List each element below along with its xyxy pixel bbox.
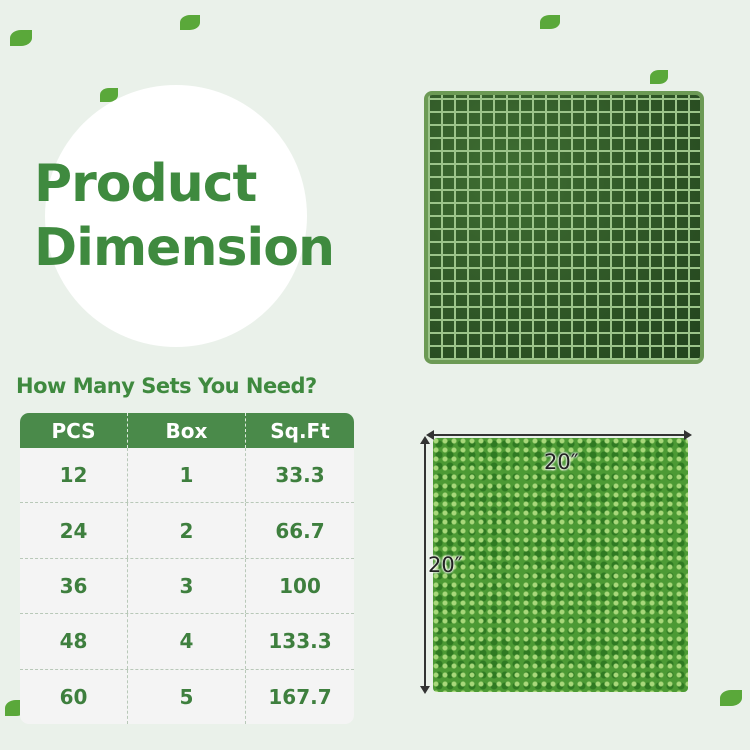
cell-box: 1 (128, 448, 246, 503)
sets-table: PCS Box Sq.Ft 12 1 33.3 24 2 66.7 36 3 1… (20, 413, 354, 724)
width-arrow (426, 430, 692, 440)
table-row: 24 2 66.7 (20, 503, 354, 559)
cell-pcs: 60 (20, 669, 128, 724)
cell-sqft: 100 (279, 573, 321, 598)
cell-sqft: 167.7 (268, 684, 332, 709)
cell-sqft: 133.3 (268, 629, 332, 654)
leaf-decoration (10, 30, 32, 46)
leaf-decoration (180, 15, 200, 30)
cell-box: 2 (128, 503, 246, 558)
cell-box: 4 (128, 614, 246, 669)
header-pcs: PCS (20, 413, 128, 448)
height-arrow (420, 436, 430, 694)
leaf-decoration (100, 88, 118, 102)
table-header: PCS Box Sq.Ft (20, 413, 354, 448)
title-backdrop-circle (45, 85, 307, 347)
page-title-line1: Product (34, 154, 257, 214)
header-sqft: Sq.Ft (270, 418, 330, 443)
width-label: 20″ (544, 450, 579, 474)
cell-pcs: 12 (20, 448, 128, 503)
leaf-decoration (650, 70, 668, 84)
table-row: 36 3 100 (20, 558, 354, 615)
cell-sqft: 66.7 (275, 518, 325, 543)
table-title: How Many Sets You Need? (16, 374, 317, 398)
cell-box: 3 (128, 558, 246, 614)
header-box: Box (128, 413, 246, 448)
cell-pcs: 36 (20, 558, 128, 614)
panel-front-hedge-image (433, 438, 688, 692)
leaf-decoration (540, 15, 560, 29)
height-label: 20″ (428, 553, 463, 577)
table-row: 48 4 133.3 (20, 614, 354, 670)
page-title-line2: Dimension (34, 218, 335, 278)
table-row: 12 1 33.3 (20, 448, 354, 504)
cell-pcs: 48 (20, 614, 128, 669)
leaf-decoration (720, 690, 742, 706)
table-row: 60 5 167.7 (20, 669, 354, 724)
cell-box: 5 (128, 669, 246, 724)
cell-sqft: 33.3 (275, 463, 325, 488)
panel-back-grid-image (428, 95, 700, 360)
cell-pcs: 24 (20, 503, 128, 558)
